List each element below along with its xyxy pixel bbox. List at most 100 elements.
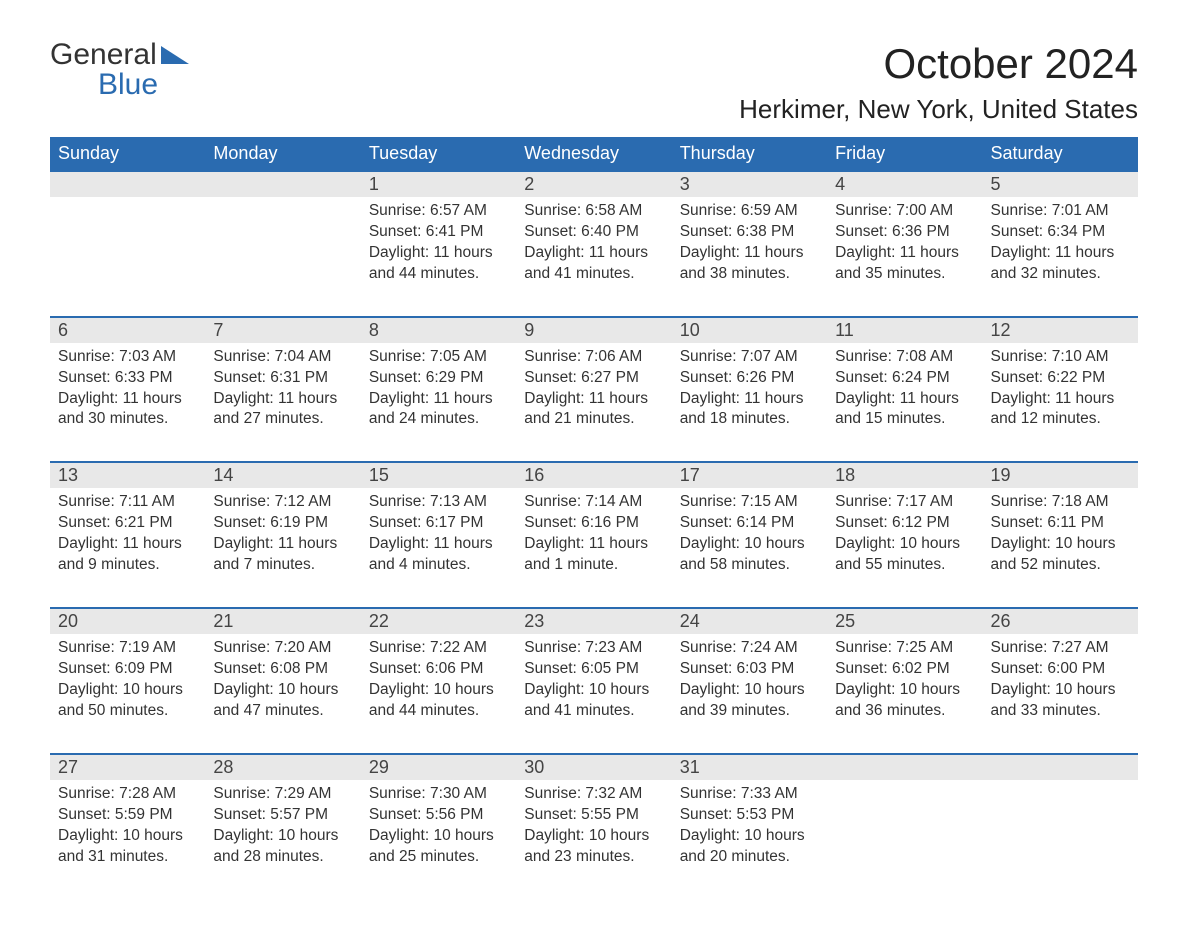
day-number-cell: 29: [361, 754, 516, 780]
day-content-cell: Sunrise: 7:23 AMSunset: 6:05 PMDaylight:…: [516, 634, 671, 740]
day-number-cell: 8: [361, 317, 516, 343]
daylight-text: and 44 minutes.: [369, 264, 508, 285]
daylight-text: and 38 minutes.: [680, 264, 819, 285]
sunrise-text: Sunrise: 7:29 AM: [213, 784, 352, 805]
daylight-text: Daylight: 11 hours: [991, 243, 1130, 264]
daylight-text: Daylight: 10 hours: [524, 826, 663, 847]
day-number-cell: 6: [50, 317, 205, 343]
day-number-cell: [50, 171, 205, 197]
day-content-cell: Sunrise: 7:22 AMSunset: 6:06 PMDaylight:…: [361, 634, 516, 740]
day-number-cell: 23: [516, 608, 671, 634]
sunset-text: Sunset: 6:40 PM: [524, 222, 663, 243]
sunrise-text: Sunrise: 7:06 AM: [524, 347, 663, 368]
daylight-text: Daylight: 11 hours: [369, 243, 508, 264]
sunrise-text: Sunrise: 7:00 AM: [835, 201, 974, 222]
day-content-cell: Sunrise: 7:33 AMSunset: 5:53 PMDaylight:…: [672, 780, 827, 886]
sunset-text: Sunset: 5:53 PM: [680, 805, 819, 826]
sunrise-text: Sunrise: 7:12 AM: [213, 492, 352, 513]
day-number-cell: 4: [827, 171, 982, 197]
day-number-cell: 2: [516, 171, 671, 197]
day-content-cell: Sunrise: 7:08 AMSunset: 6:24 PMDaylight:…: [827, 343, 982, 449]
day-content-cell: Sunrise: 7:18 AMSunset: 6:11 PMDaylight:…: [983, 488, 1138, 594]
sunrise-text: Sunrise: 7:01 AM: [991, 201, 1130, 222]
sunset-text: Sunset: 6:29 PM: [369, 368, 508, 389]
day-content-cell: Sunrise: 7:27 AMSunset: 6:00 PMDaylight:…: [983, 634, 1138, 740]
sunset-text: Sunset: 5:55 PM: [524, 805, 663, 826]
week-number-row: 2728293031: [50, 754, 1138, 780]
sunset-text: Sunset: 6:02 PM: [835, 659, 974, 680]
day-header: Tuesday: [361, 137, 516, 171]
day-number-cell: [205, 171, 360, 197]
sunrise-text: Sunrise: 7:10 AM: [991, 347, 1130, 368]
day-number-cell: [827, 754, 982, 780]
day-number-cell: 31: [672, 754, 827, 780]
week-number-row: 20212223242526: [50, 608, 1138, 634]
daylight-text: Daylight: 11 hours: [213, 534, 352, 555]
daylight-text: and 50 minutes.: [58, 701, 197, 722]
daylight-text: and 28 minutes.: [213, 847, 352, 868]
day-number-cell: 15: [361, 462, 516, 488]
daylight-text: Daylight: 10 hours: [991, 680, 1130, 701]
sunrise-text: Sunrise: 7:05 AM: [369, 347, 508, 368]
sunrise-text: Sunrise: 7:19 AM: [58, 638, 197, 659]
day-content-cell: Sunrise: 7:01 AMSunset: 6:34 PMDaylight:…: [983, 197, 1138, 303]
week-content-row: Sunrise: 7:03 AMSunset: 6:33 PMDaylight:…: [50, 343, 1138, 449]
day-header: Sunday: [50, 137, 205, 171]
daylight-text: Daylight: 10 hours: [680, 826, 819, 847]
day-number-cell: 16: [516, 462, 671, 488]
sunset-text: Sunset: 6:33 PM: [58, 368, 197, 389]
sunrise-text: Sunrise: 7:24 AM: [680, 638, 819, 659]
sunrise-text: Sunrise: 7:13 AM: [369, 492, 508, 513]
day-content-cell: Sunrise: 7:10 AMSunset: 6:22 PMDaylight:…: [983, 343, 1138, 449]
sunrise-text: Sunrise: 7:22 AM: [369, 638, 508, 659]
day-number-cell: 20: [50, 608, 205, 634]
day-content-cell: [827, 780, 982, 886]
spacer-row: [50, 448, 1138, 462]
day-content-cell: Sunrise: 7:15 AMSunset: 6:14 PMDaylight:…: [672, 488, 827, 594]
sunset-text: Sunset: 6:12 PM: [835, 513, 974, 534]
daylight-text: Daylight: 10 hours: [835, 534, 974, 555]
day-content-cell: Sunrise: 7:28 AMSunset: 5:59 PMDaylight:…: [50, 780, 205, 886]
sunrise-text: Sunrise: 7:14 AM: [524, 492, 663, 513]
header: General Blue October 2024 Herkimer, New …: [50, 40, 1138, 125]
sunset-text: Sunset: 6:05 PM: [524, 659, 663, 680]
day-content-cell: Sunrise: 7:06 AMSunset: 6:27 PMDaylight:…: [516, 343, 671, 449]
daylight-text: Daylight: 10 hours: [680, 680, 819, 701]
day-number-cell: 12: [983, 317, 1138, 343]
daylight-text: and 52 minutes.: [991, 555, 1130, 576]
sunrise-text: Sunrise: 7:32 AM: [524, 784, 663, 805]
day-content-cell: Sunrise: 7:04 AMSunset: 6:31 PMDaylight:…: [205, 343, 360, 449]
daylight-text: Daylight: 11 hours: [991, 389, 1130, 410]
sunrise-text: Sunrise: 6:58 AM: [524, 201, 663, 222]
spacer-row: [50, 594, 1138, 608]
daylight-text: and 35 minutes.: [835, 264, 974, 285]
day-content-cell: Sunrise: 7:12 AMSunset: 6:19 PMDaylight:…: [205, 488, 360, 594]
daylight-text: Daylight: 11 hours: [680, 389, 819, 410]
day-content-cell: Sunrise: 7:29 AMSunset: 5:57 PMDaylight:…: [205, 780, 360, 886]
day-content-cell: Sunrise: 7:24 AMSunset: 6:03 PMDaylight:…: [672, 634, 827, 740]
daylight-text: and 9 minutes.: [58, 555, 197, 576]
calendar-table: SundayMondayTuesdayWednesdayThursdayFrid…: [50, 137, 1138, 885]
spacer-row: [50, 303, 1138, 317]
day-number-cell: 21: [205, 608, 360, 634]
day-content-cell: Sunrise: 7:14 AMSunset: 6:16 PMDaylight:…: [516, 488, 671, 594]
location-subtitle: Herkimer, New York, United States: [739, 94, 1138, 125]
day-number-cell: 19: [983, 462, 1138, 488]
day-number-cell: 22: [361, 608, 516, 634]
sunset-text: Sunset: 6:16 PM: [524, 513, 663, 534]
daylight-text: and 1 minute.: [524, 555, 663, 576]
daylight-text: and 32 minutes.: [991, 264, 1130, 285]
daylight-text: Daylight: 11 hours: [369, 534, 508, 555]
daylight-text: Daylight: 11 hours: [369, 389, 508, 410]
sunset-text: Sunset: 5:57 PM: [213, 805, 352, 826]
daylight-text: Daylight: 10 hours: [991, 534, 1130, 555]
sunrise-text: Sunrise: 7:30 AM: [369, 784, 508, 805]
logo-flag-icon: [161, 46, 189, 64]
day-content-cell: Sunrise: 7:20 AMSunset: 6:08 PMDaylight:…: [205, 634, 360, 740]
day-content-cell: Sunrise: 7:17 AMSunset: 6:12 PMDaylight:…: [827, 488, 982, 594]
daylight-text: and 27 minutes.: [213, 409, 352, 430]
sunset-text: Sunset: 6:06 PM: [369, 659, 508, 680]
daylight-text: Daylight: 11 hours: [58, 534, 197, 555]
logo-text-blue: Blue: [98, 70, 189, 100]
daylight-text: and 33 minutes.: [991, 701, 1130, 722]
